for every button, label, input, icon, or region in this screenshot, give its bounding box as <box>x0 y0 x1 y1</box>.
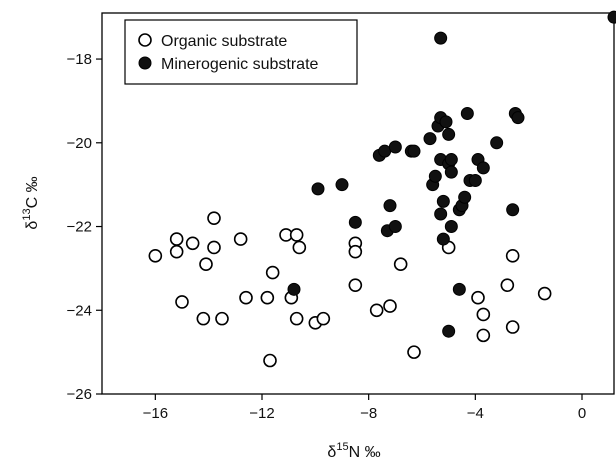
organic-point <box>233 232 248 246</box>
minerogenic-point <box>287 282 301 296</box>
organic-point <box>292 240 307 255</box>
minerogenic-point <box>436 194 450 208</box>
organic-point <box>505 249 520 263</box>
y-tick-label: −20 <box>67 135 92 152</box>
organic-point <box>505 320 520 334</box>
data-points <box>148 10 616 368</box>
minerogenic-point <box>335 178 349 192</box>
minerogenic-point <box>468 173 482 187</box>
organic-point <box>199 257 213 272</box>
organic-point <box>185 236 200 251</box>
y-tick-label: −26 <box>67 386 92 403</box>
x-tick-label: 0 <box>578 405 586 422</box>
y-axis-title: δ13C ‰ <box>21 176 41 229</box>
organic-point <box>207 211 221 225</box>
organic-point <box>500 278 515 292</box>
minerogenic-point <box>388 140 402 154</box>
legend-marker-minerogenic <box>138 56 152 70</box>
minerogenic-point <box>407 144 421 158</box>
minerogenic-point <box>444 165 458 179</box>
organic-point <box>393 257 408 272</box>
minerogenic-point <box>490 136 504 150</box>
organic-point <box>239 290 253 305</box>
minerogenic-point <box>444 220 458 234</box>
minerogenic-point <box>442 127 456 141</box>
legend: Organic substrate Minerogenic substrate <box>124 19 358 85</box>
organic-point <box>196 311 211 326</box>
organic-point <box>289 228 304 242</box>
minerogenic-point <box>428 169 442 183</box>
x-tick-label: −12 <box>249 405 274 422</box>
y-axis: −26 −24 −22 −20 −18 <box>67 51 102 403</box>
minerogenic-point <box>444 153 458 167</box>
y-tick-label: −24 <box>67 302 92 319</box>
x-tick-label: −16 <box>143 405 168 422</box>
plot-frame <box>101 12 615 395</box>
minerogenic-point <box>458 190 472 204</box>
legend-marker-organic <box>138 33 152 47</box>
organic-point <box>263 353 277 368</box>
minerogenic-point <box>442 324 456 338</box>
minerogenic-point <box>436 232 450 246</box>
organic-point <box>471 290 485 305</box>
minerogenic-point <box>439 115 453 129</box>
minerogenic-point <box>452 282 466 296</box>
minerogenic-point <box>311 182 325 196</box>
organic-point <box>476 307 491 322</box>
minerogenic-point <box>434 31 448 45</box>
legend-box <box>124 19 358 85</box>
organic-point <box>175 295 189 309</box>
minerogenic-point <box>423 132 437 146</box>
x-tick-label: −4 <box>467 405 484 422</box>
x-axis-title: δ15N ‰ <box>327 441 380 461</box>
legend-label-organic: Organic substrate <box>161 33 287 50</box>
x-axis: −16 −12 −8 −4 0 <box>143 394 586 422</box>
organic-point <box>169 244 184 259</box>
minerogenic-point <box>434 207 448 221</box>
organic-point <box>476 328 491 343</box>
organic-point <box>369 303 384 318</box>
minerogenic-point <box>383 199 397 213</box>
minerogenic-point <box>506 203 520 217</box>
organic-point <box>537 286 552 301</box>
legend-label-minerogenic: Minerogenic substrate <box>161 56 319 73</box>
minerogenic-point <box>388 220 402 234</box>
minerogenic-point <box>511 111 525 125</box>
minerogenic-point <box>476 161 490 175</box>
minerogenic-point <box>460 106 474 120</box>
organic-point <box>207 240 221 255</box>
organic-point <box>316 311 331 326</box>
minerogenic-point <box>348 215 362 229</box>
organic-point <box>260 290 275 305</box>
minerogenic-point <box>607 10 616 24</box>
organic-point <box>383 299 397 313</box>
organic-point <box>407 345 421 359</box>
organic-point <box>289 311 304 326</box>
organic-point <box>265 265 280 280</box>
organic-point <box>348 244 363 259</box>
x-tick-label: −8 <box>360 405 377 422</box>
y-tick-label: −22 <box>67 219 92 236</box>
organic-point <box>148 249 163 263</box>
organic-point <box>169 232 184 246</box>
y-tick-label: −18 <box>67 51 92 68</box>
organic-point <box>215 311 229 326</box>
organic-point <box>348 278 363 292</box>
